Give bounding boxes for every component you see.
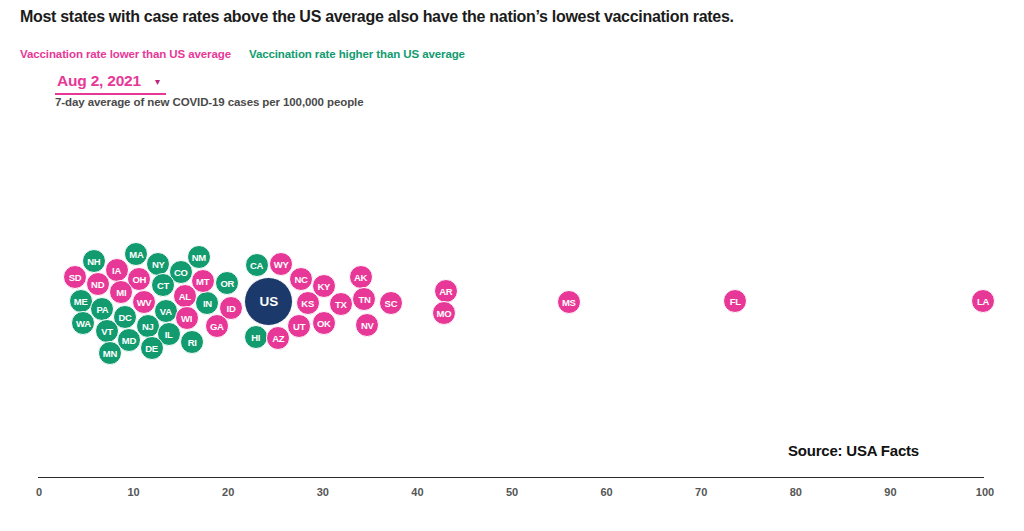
axis-tick-label-60: 60 xyxy=(587,486,627,498)
axis-tick-label-80: 80 xyxy=(776,486,816,498)
legend: Vaccination rate lower than US average V… xyxy=(20,48,465,60)
date-dropdown[interactable]: Aug 2, 2021 ▾ xyxy=(55,72,166,95)
state-bubble-wv[interactable]: WV xyxy=(132,290,156,314)
state-bubble-nc[interactable]: NC xyxy=(289,267,313,291)
state-bubble-ar[interactable]: AR xyxy=(434,279,458,303)
axis-tick-label-30: 30 xyxy=(303,486,343,498)
state-bubble-ri[interactable]: RI xyxy=(180,330,204,354)
date-dropdown-value: Aug 2, 2021 xyxy=(57,72,141,90)
state-bubble-sc[interactable]: SC xyxy=(379,291,403,315)
state-bubble-ct[interactable]: CT xyxy=(151,273,175,297)
state-bubble-fl[interactable]: FL xyxy=(723,289,747,313)
state-bubble-al[interactable]: AL xyxy=(173,284,197,308)
legend-item-higher: Vaccination rate higher than US average xyxy=(249,48,465,60)
state-bubble-ms[interactable]: MS xyxy=(557,290,581,314)
axis-tick-label-0: 0 xyxy=(19,486,59,498)
page-title: Most states with case rates above the US… xyxy=(20,8,1000,26)
axis-tick-label-100: 100 xyxy=(965,486,1005,498)
state-bubble-mi[interactable]: MI xyxy=(109,280,133,304)
state-bubble-wi[interactable]: WI xyxy=(175,306,199,330)
state-bubble-ma[interactable]: MA xyxy=(124,242,148,266)
axis-tick-label-50: 50 xyxy=(492,486,532,498)
state-bubble-nv[interactable]: NV xyxy=(355,313,379,337)
state-bubble-vt[interactable]: VT xyxy=(95,319,119,343)
axis-tick-label-20: 20 xyxy=(208,486,248,498)
state-bubble-hi[interactable]: HI xyxy=(244,325,268,349)
state-bubble-ny[interactable]: NY xyxy=(146,252,170,276)
axis-tick-label-40: 40 xyxy=(397,486,437,498)
state-bubble-la[interactable]: LA xyxy=(971,289,995,313)
state-bubble-or[interactable]: OR xyxy=(215,271,239,295)
state-bubble-wa[interactable]: WA xyxy=(71,311,95,335)
state-bubble-az[interactable]: AZ xyxy=(266,326,290,350)
state-bubble-in[interactable]: IN xyxy=(195,291,219,315)
chevron-down-icon: ▾ xyxy=(155,77,160,87)
state-bubble-ok[interactable]: OK xyxy=(312,311,336,335)
state-bubble-ga[interactable]: GA xyxy=(205,314,229,338)
axis-tick-label-70: 70 xyxy=(681,486,721,498)
state-bubble-ut[interactable]: UT xyxy=(287,314,311,338)
state-bubble-tx[interactable]: TX xyxy=(329,292,353,316)
state-bubble-ca[interactable]: CA xyxy=(245,253,269,277)
state-bubble-sd[interactable]: SD xyxy=(63,265,87,289)
state-bubble-mo[interactable]: MO xyxy=(432,301,456,325)
state-bubble-nh[interactable]: NH xyxy=(82,249,106,273)
legend-item-lower: Vaccination rate lower than US average xyxy=(20,48,231,60)
state-bubble-nd[interactable]: ND xyxy=(86,272,110,296)
state-bubble-ak[interactable]: AK xyxy=(349,265,373,289)
state-bubble-de[interactable]: DE xyxy=(140,336,164,360)
chart-subtitle: 7-day average of new COVID-19 cases per … xyxy=(55,96,363,108)
state-bubble-tn[interactable]: TN xyxy=(352,287,376,311)
state-bubble-nm[interactable]: NM xyxy=(187,245,211,269)
source-attribution: Source: USA Facts xyxy=(788,442,919,459)
state-bubble-ks[interactable]: KS xyxy=(296,291,320,315)
us-bubble[interactable]: US xyxy=(244,277,293,326)
x-axis-line xyxy=(38,477,984,478)
state-bubble-mn[interactable]: MN xyxy=(98,341,122,365)
axis-tick-label-10: 10 xyxy=(114,486,154,498)
axis-tick-label-90: 90 xyxy=(870,486,910,498)
